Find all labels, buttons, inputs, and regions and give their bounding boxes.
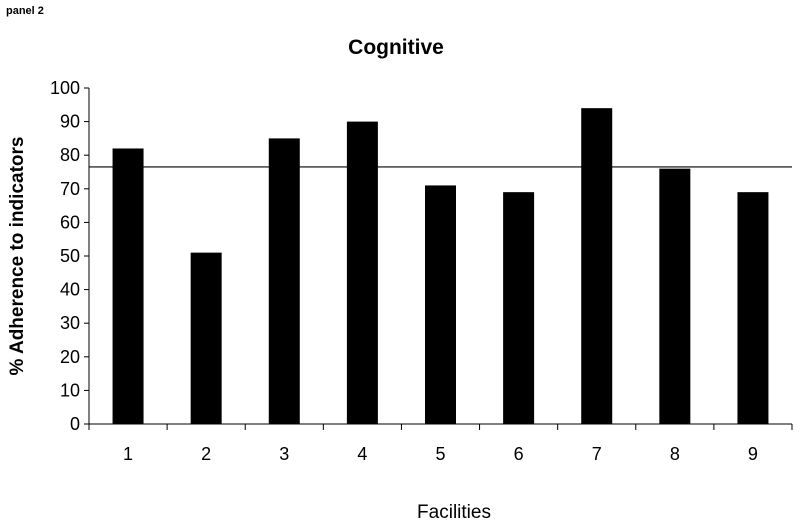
y-tick-label: 100 (50, 78, 80, 98)
bar-5 (425, 185, 456, 424)
x-tick-label: 1 (123, 444, 133, 464)
y-tick-label: 60 (60, 212, 80, 232)
x-tick-label: 6 (514, 444, 524, 464)
x-tick-label: 3 (279, 444, 289, 464)
bar-4 (346, 121, 378, 424)
bar-6 (503, 192, 535, 424)
y-tick-label: 10 (60, 380, 80, 400)
bar-7 (581, 108, 613, 424)
x-tick-label: 5 (435, 444, 445, 464)
x-tick-label: 4 (357, 444, 367, 464)
y-tick-label: 20 (60, 347, 80, 367)
bar-1 (112, 148, 144, 425)
y-tick-label: 50 (60, 246, 80, 266)
bar-9 (737, 192, 769, 424)
bar-8 (659, 168, 691, 424)
x-tick-label: 2 (201, 444, 211, 464)
y-tick-label: 90 (60, 112, 80, 132)
x-axis-label: Facilities (417, 502, 491, 523)
bar-3 (268, 138, 300, 424)
y-tick-label: 80 (60, 145, 80, 165)
panel-label: panel 2 (6, 5, 44, 17)
y-tick-label: 0 (70, 414, 80, 434)
y-tick-label: 70 (60, 179, 80, 199)
x-tick-label: 9 (748, 444, 758, 464)
x-tick-label: 8 (670, 444, 680, 464)
y-tick-label: 30 (60, 313, 80, 333)
y-tick-label: 40 (60, 280, 80, 300)
chart-title: Cognitive (348, 36, 444, 59)
x-tick-label: 7 (592, 444, 602, 464)
bar-2 (190, 252, 222, 424)
